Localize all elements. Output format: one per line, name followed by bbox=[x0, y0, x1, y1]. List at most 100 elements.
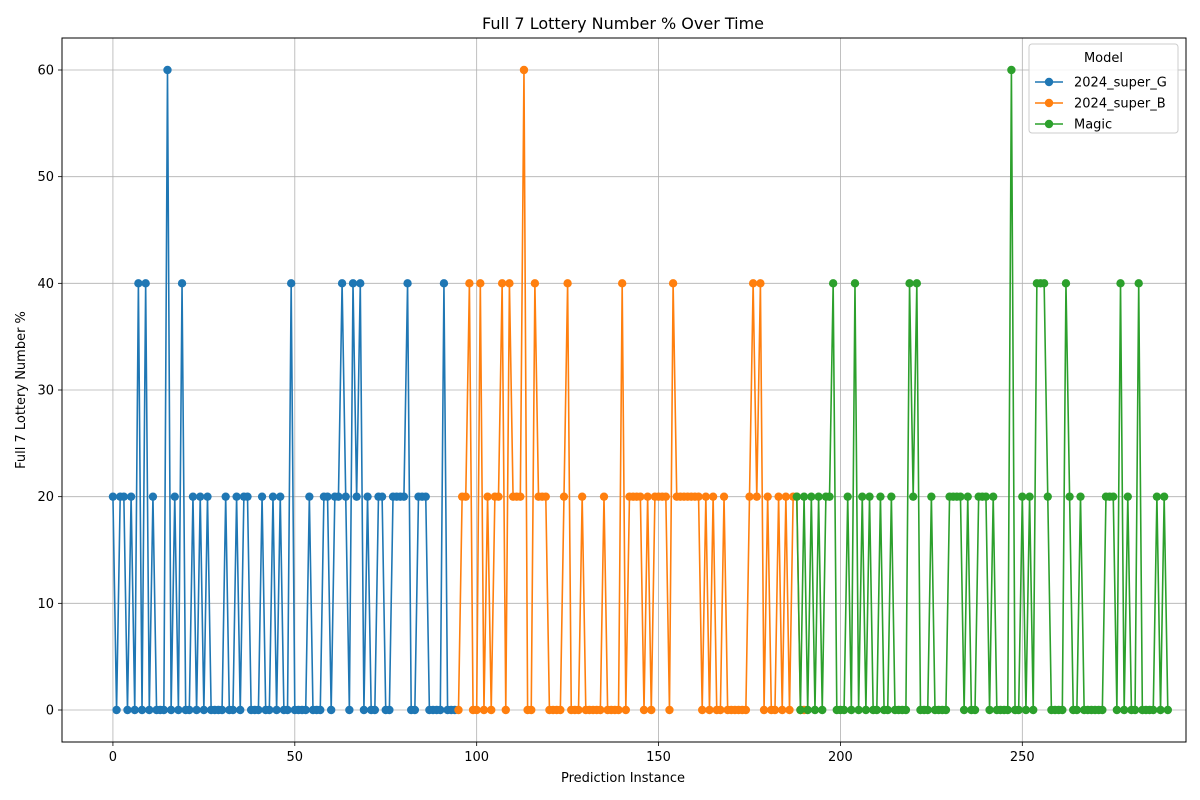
data-point bbox=[617, 279, 627, 288]
data-point bbox=[756, 279, 765, 288]
data-point bbox=[494, 492, 503, 501]
data-point bbox=[421, 492, 430, 501]
data-point bbox=[621, 705, 631, 715]
data-point bbox=[839, 705, 849, 715]
data-point bbox=[636, 492, 645, 501]
data-point bbox=[1109, 492, 1118, 501]
data-point bbox=[137, 705, 147, 715]
y-tick-label: 30 bbox=[37, 384, 54, 399]
data-point bbox=[454, 705, 463, 715]
data-point bbox=[1018, 492, 1027, 501]
y-tick-label: 20 bbox=[37, 490, 54, 505]
data-point bbox=[541, 492, 550, 501]
data-point bbox=[359, 705, 369, 715]
data-point bbox=[370, 705, 380, 715]
data-point bbox=[825, 492, 834, 501]
data-point bbox=[1119, 705, 1129, 715]
data-point bbox=[1014, 705, 1023, 715]
data-point bbox=[334, 492, 343, 501]
data-point bbox=[505, 279, 514, 288]
data-point bbox=[716, 705, 725, 715]
data-point bbox=[559, 492, 569, 501]
data-point bbox=[887, 492, 896, 501]
data-point bbox=[1163, 705, 1173, 715]
data-point bbox=[818, 705, 827, 715]
legend-marker-2024-super-b bbox=[1044, 98, 1054, 108]
data-point bbox=[192, 705, 201, 715]
data-point bbox=[272, 705, 281, 715]
data-point bbox=[941, 705, 951, 715]
data-point bbox=[134, 279, 143, 288]
data-point bbox=[927, 492, 936, 501]
data-point bbox=[399, 492, 409, 501]
data-point bbox=[1007, 65, 1016, 75]
y-axis-label: Full 7 Lottery Number % bbox=[14, 311, 29, 469]
data-point bbox=[763, 492, 772, 501]
data-point bbox=[861, 705, 871, 715]
data-point bbox=[854, 705, 863, 715]
data-point bbox=[1156, 705, 1165, 715]
data-point bbox=[596, 705, 605, 715]
legend: Model 2024_super_G 2024_super_B Magic bbox=[1028, 43, 1179, 134]
data-point bbox=[199, 705, 209, 715]
data-point bbox=[148, 492, 158, 501]
data-point bbox=[639, 705, 649, 715]
data-point bbox=[119, 492, 129, 501]
data-point bbox=[203, 492, 212, 501]
data-point bbox=[748, 279, 758, 288]
data-point bbox=[1098, 705, 1107, 715]
data-point bbox=[876, 492, 885, 501]
data-point bbox=[908, 492, 918, 501]
data-point bbox=[643, 492, 652, 501]
x-axis: 0 50 100 150 200 250 bbox=[109, 742, 1035, 765]
data-point bbox=[1029, 705, 1038, 715]
series-2024-super-g bbox=[108, 65, 460, 715]
data-point bbox=[665, 705, 674, 715]
data-point bbox=[243, 492, 252, 501]
data-point bbox=[694, 492, 703, 501]
data-point bbox=[741, 705, 751, 715]
y-tick-label: 10 bbox=[37, 597, 54, 612]
data-point bbox=[217, 705, 227, 715]
data-point bbox=[265, 705, 274, 715]
data-point bbox=[232, 492, 241, 501]
legend-label-2024-super-b: 2024_super_B bbox=[1074, 97, 1166, 112]
data-point bbox=[858, 492, 867, 501]
data-point bbox=[283, 705, 292, 715]
data-point bbox=[803, 705, 812, 715]
data-point bbox=[770, 705, 780, 715]
data-point bbox=[326, 705, 336, 715]
data-point bbox=[268, 492, 278, 501]
data-point bbox=[501, 705, 510, 715]
data-point bbox=[1072, 705, 1082, 715]
data-point bbox=[814, 492, 823, 501]
data-point bbox=[108, 492, 118, 501]
data-point bbox=[981, 492, 991, 501]
data-point bbox=[341, 492, 350, 501]
data-point bbox=[170, 492, 179, 501]
data-point bbox=[516, 492, 525, 501]
data-point bbox=[1123, 492, 1132, 501]
data-point bbox=[141, 279, 150, 288]
data-point bbox=[410, 705, 420, 715]
data-point bbox=[1149, 705, 1158, 715]
series-magic bbox=[792, 65, 1173, 715]
data-point bbox=[847, 705, 856, 715]
data-point bbox=[1025, 492, 1034, 501]
data-point bbox=[228, 705, 238, 715]
data-point bbox=[527, 705, 536, 715]
data-point bbox=[257, 492, 267, 501]
data-point bbox=[799, 492, 809, 501]
data-point bbox=[188, 492, 198, 501]
data-point bbox=[337, 279, 347, 288]
data-point bbox=[556, 705, 565, 715]
data-point bbox=[483, 492, 492, 501]
data-point bbox=[985, 705, 994, 715]
data-point bbox=[123, 705, 132, 715]
data-point bbox=[465, 279, 474, 288]
series-layer bbox=[108, 65, 1173, 715]
data-point bbox=[1159, 492, 1169, 501]
data-point bbox=[745, 492, 754, 501]
